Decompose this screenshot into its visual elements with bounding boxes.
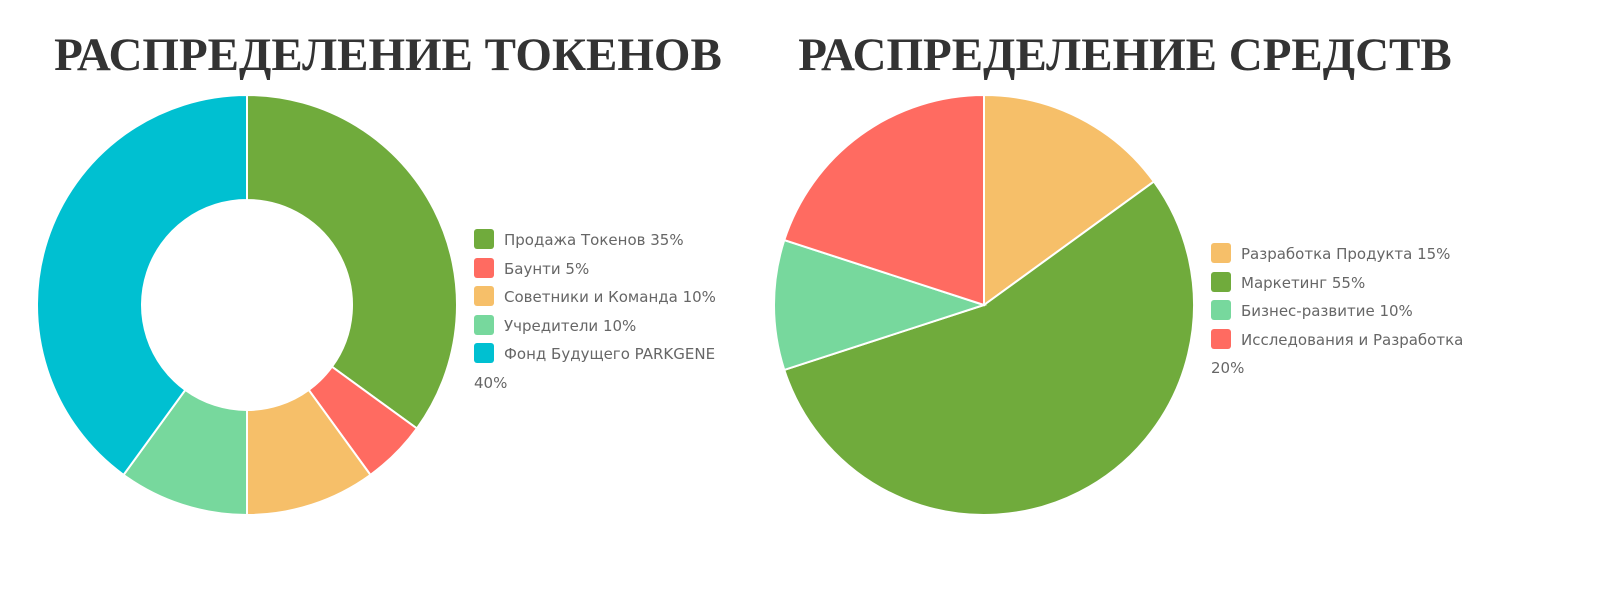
legend-item: Советники и Команда 10% — [474, 283, 729, 312]
legend-label: Продажа Токенов 35% — [504, 231, 684, 249]
chart — [773, 93, 1195, 516]
legend-label: Исследования и Разработка 20% — [1211, 330, 1464, 378]
slice — [773, 238, 988, 372]
legend-item: Исследования и Разработка 20% — [1211, 326, 1466, 383]
legend-swatch — [474, 343, 494, 363]
legend-item: Бизнес-развитие 10% — [1211, 297, 1466, 326]
legend-swatch — [1211, 243, 1231, 263]
legend-label: Бизнес-развитие 10% — [1241, 302, 1413, 320]
legend-label: Разработка Продукта 15% — [1241, 245, 1451, 263]
legend-swatch — [1211, 300, 1231, 320]
legend-label: Фонд Будущего PARKGENE 40% — [474, 345, 716, 392]
legend-swatch — [1211, 328, 1231, 349]
legend-label: Советники и Команда 10% — [504, 288, 716, 306]
legend-swatch — [474, 286, 494, 306]
slice — [783, 93, 985, 307]
chart — [36, 93, 458, 517]
slice — [246, 93, 458, 430]
legend-label: Маркетинг 55% — [1241, 273, 1366, 292]
slice — [783, 180, 1195, 516]
legend-swatch — [474, 314, 494, 335]
legend-item: Маркетинг 55% — [1211, 269, 1466, 298]
legend-item: Фонд Будущего PARKGENE 40% — [474, 340, 729, 397]
legend-swatch — [474, 257, 494, 278]
chart-title: РАСПРЕДЕЛЕНИЕ ТОКЕНОВ — [54, 29, 722, 81]
legend: Продажа Токенов 35% Баунти 5% Советники и … — [474, 226, 729, 397]
legend-item: Разработка Продукта 15% — [1211, 240, 1466, 269]
legend-label: Баунти 5% — [504, 259, 590, 278]
legend-item: Баунти 5% — [474, 255, 729, 284]
legend-label: Учредители 10% — [504, 316, 637, 335]
legend-swatch — [474, 229, 494, 249]
slice — [983, 93, 1156, 307]
legend-item: Учредители 10% — [474, 312, 729, 341]
legend-swatch — [1211, 271, 1231, 292]
legend-item: Продажа Токенов 35% — [474, 226, 729, 255]
legend: Разработка Продукта 15% Маркетинг 55% Бизн… — [1211, 240, 1466, 383]
slice — [36, 93, 248, 477]
chart-title: РАСПРЕДЕЛЕНИЕ СРЕДСТВ — [798, 29, 1452, 81]
